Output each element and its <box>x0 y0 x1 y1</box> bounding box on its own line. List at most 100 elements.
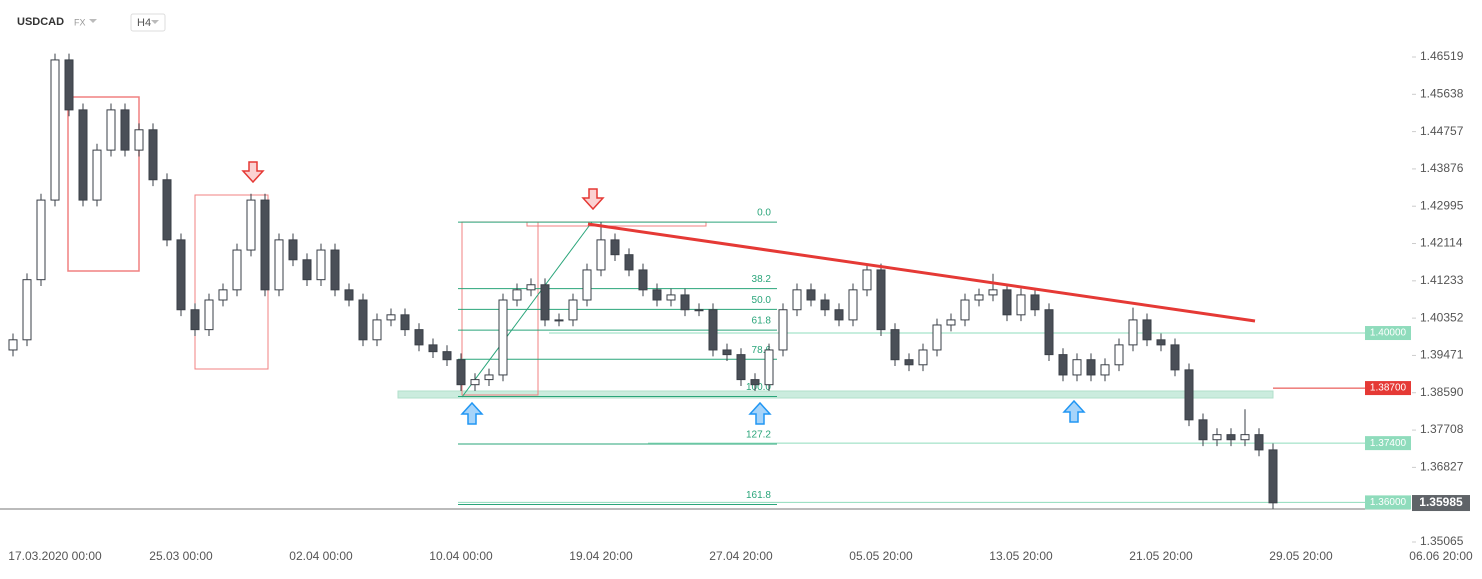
x-tick-label: 10.04 00:00 <box>429 549 493 563</box>
y-tick-label: 1.43876 <box>1420 161 1464 175</box>
candle-body <box>834 309 844 321</box>
candle-body <box>302 259 312 281</box>
level-label: 1.40000 <box>1370 328 1407 339</box>
y-tick-label: 1.35065 <box>1420 534 1464 548</box>
y-tick-label: 1.39471 <box>1420 348 1464 362</box>
level-label: 1.37400 <box>1370 438 1407 449</box>
candle-body <box>344 289 354 301</box>
level-box <box>1365 436 1411 451</box>
fib-label: 100.0 <box>746 382 771 393</box>
candle-body <box>64 59 74 111</box>
y-tick-label: 1.45638 <box>1420 86 1464 100</box>
candle-body <box>1156 339 1166 346</box>
candle-body <box>526 284 536 291</box>
candle-body <box>176 239 186 311</box>
candle-body <box>764 349 774 386</box>
fib-label: 78.6 <box>752 345 772 356</box>
candle-body <box>1030 294 1040 311</box>
box <box>526 221 707 227</box>
y-tick-label: 1.44757 <box>1420 124 1464 138</box>
dropdown-icon <box>151 20 159 24</box>
x-tick-label: 29.05 20:00 <box>1269 549 1333 563</box>
candle-body <box>470 379 480 386</box>
candle-body <box>456 359 466 386</box>
market[interactable]: FX <box>74 17 86 27</box>
candle-body <box>288 239 298 261</box>
candle-body <box>134 129 144 151</box>
candle-body <box>246 199 256 251</box>
candle-body <box>666 294 676 301</box>
candle-body <box>1240 434 1250 441</box>
fib-label: 38.2 <box>752 274 772 285</box>
candle-body <box>596 239 606 271</box>
fib-label: 161.8 <box>746 490 771 501</box>
fib-label: 50.0 <box>752 295 772 306</box>
interval-box[interactable] <box>130 13 166 32</box>
candle-body <box>330 249 340 291</box>
candle-body <box>1086 359 1096 376</box>
candle-body <box>946 319 956 326</box>
candle-body <box>554 319 564 322</box>
fib-label: 0.0 <box>757 208 771 219</box>
y-tick-label: 1.36827 <box>1420 460 1464 474</box>
candle-body <box>1128 319 1138 346</box>
candle-body <box>960 299 970 321</box>
candle-body <box>204 299 214 331</box>
dropdown-icon <box>89 19 97 23</box>
last-price-label: 1.35985 <box>1419 495 1463 509</box>
candle-body <box>260 199 270 291</box>
candle-body <box>1114 344 1124 366</box>
candle-body <box>848 289 858 321</box>
candle-body <box>162 179 172 241</box>
candle-body <box>1142 319 1152 341</box>
candle-body <box>1170 344 1180 371</box>
candle-body <box>1058 354 1068 376</box>
candle-body <box>120 109 130 151</box>
box <box>194 194 269 370</box>
level-label: 1.36000 <box>1370 497 1407 508</box>
candle-body <box>316 249 326 281</box>
fib-label: 127.2 <box>746 430 771 441</box>
candle-body <box>1016 294 1026 316</box>
up-arrow <box>460 401 484 425</box>
candle-body <box>8 339 18 351</box>
symbol: USDCAD <box>17 16 64 28</box>
x-tick-label: 13.05 20:00 <box>989 549 1053 563</box>
up-arrow <box>1062 399 1086 423</box>
level-box <box>1365 326 1411 341</box>
candle-body <box>876 269 886 331</box>
up-arrow <box>748 401 772 425</box>
candle-body <box>274 239 284 291</box>
x-tick-label: 06.06 20:00 <box>1409 549 1473 563</box>
candle-body <box>610 239 620 256</box>
x-tick-label: 27.04 20:00 <box>709 549 773 563</box>
candle-body <box>988 289 998 296</box>
x-tick-label: 05.05 20:00 <box>849 549 913 563</box>
candle-body <box>890 329 900 361</box>
candle-body <box>1184 369 1194 421</box>
candle-body <box>1002 289 1012 316</box>
box <box>67 96 140 272</box>
candle-body <box>722 349 732 356</box>
candle-body <box>442 351 452 361</box>
y-tick-label: 1.42995 <box>1420 198 1464 212</box>
candle-body <box>624 254 634 271</box>
level-label: 1.38700 <box>1370 383 1407 394</box>
candle-body <box>582 269 592 301</box>
x-tick-label: 21.05 20:00 <box>1129 549 1193 563</box>
candle-body <box>862 269 872 291</box>
candle-body <box>414 329 424 346</box>
fib-label: 61.8 <box>752 316 772 327</box>
candle-body <box>792 289 802 311</box>
candle-body <box>1044 309 1054 356</box>
interval[interactable]: H4 <box>137 17 151 29</box>
candle-body <box>904 359 914 366</box>
candle-body <box>778 309 788 351</box>
x-tick-label: 19.04 20:00 <box>569 549 633 563</box>
candle-body <box>218 289 228 301</box>
candle-body <box>386 314 396 321</box>
candle-body <box>708 309 718 351</box>
candle-body <box>540 284 550 321</box>
candle-body <box>400 314 410 331</box>
